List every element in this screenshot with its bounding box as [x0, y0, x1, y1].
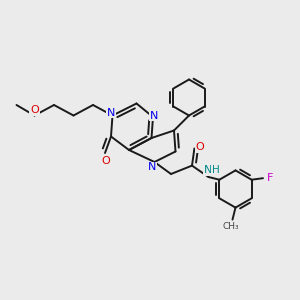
Text: N: N: [150, 110, 159, 121]
Text: H: H: [212, 165, 220, 176]
Text: O: O: [195, 142, 204, 152]
Text: F: F: [266, 173, 273, 183]
Text: N: N: [204, 165, 212, 176]
Text: N: N: [148, 162, 156, 172]
Text: O: O: [30, 105, 39, 115]
Text: N: N: [107, 107, 115, 118]
Text: CH₃: CH₃: [223, 222, 239, 231]
Text: O: O: [101, 155, 110, 166]
